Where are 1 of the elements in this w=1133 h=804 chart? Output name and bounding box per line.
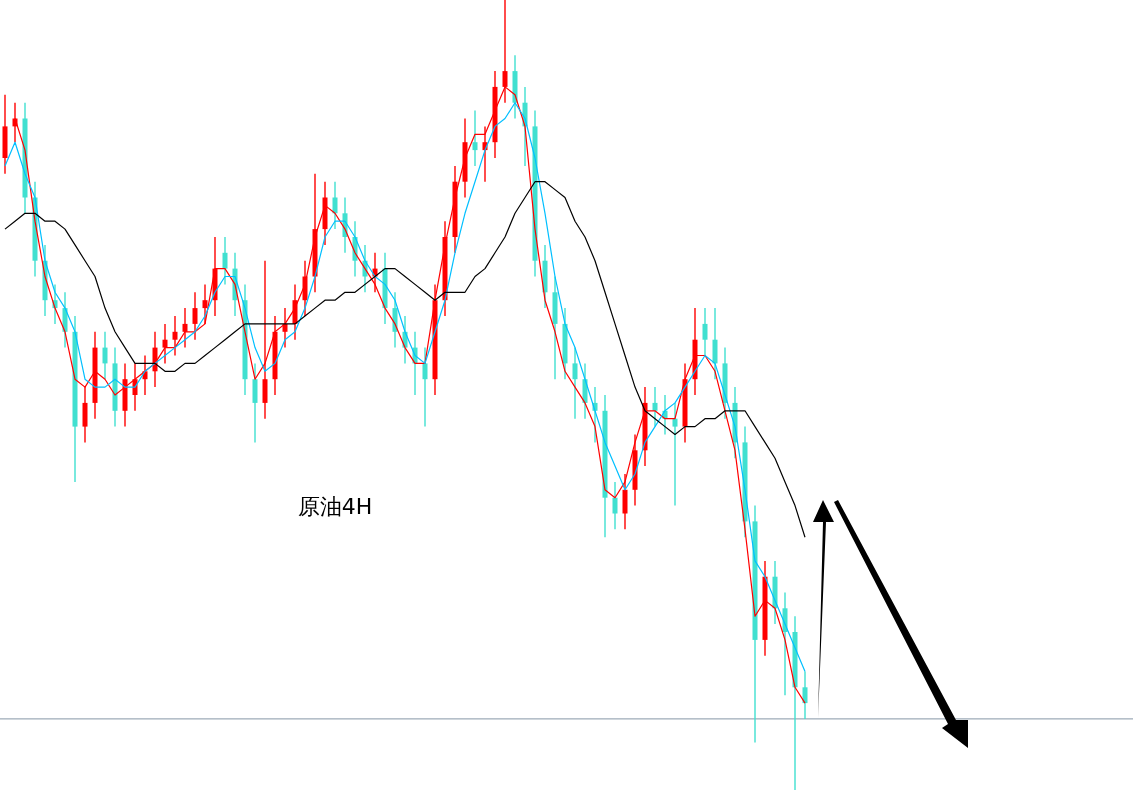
annotation: 原油4H (297, 494, 373, 519)
